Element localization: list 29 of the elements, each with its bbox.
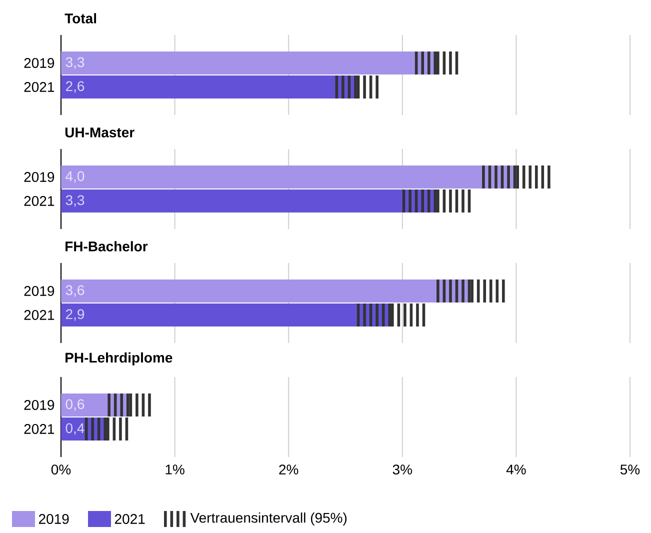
y-tick-label: 2019	[24, 58, 54, 68]
data-label: 3,6	[66, 285, 84, 297]
chart-title: FH-Bachelor	[66, 241, 148, 252]
x-tick-label: 5%	[620, 464, 640, 474]
text: Vertrauensintervall (95%)	[190, 512, 347, 526]
data-label: 2,9	[66, 309, 84, 321]
data-label: 0,6	[66, 399, 84, 411]
y-tick-label: 2019	[24, 286, 54, 296]
legend-label: 2019	[38, 514, 69, 524]
y-tick-label: 2019	[24, 400, 54, 410]
y-tick-label: 2021	[24, 424, 54, 434]
data-label: 3,3	[66, 57, 84, 69]
x-tick-label: 2%	[279, 464, 298, 474]
chart-title: PH-Lehrdiplome	[66, 352, 172, 366]
data-label: 3,3	[66, 195, 84, 207]
data-label: 0,4	[66, 423, 84, 435]
data-label: 4,0	[66, 171, 84, 183]
y-tick-label: 2019	[24, 172, 54, 182]
x-tick-label: 1%	[166, 464, 184, 474]
chart-title: Total	[64, 13, 96, 24]
data-label: 2,6	[66, 81, 84, 93]
legend-label: 2021	[114, 514, 145, 524]
y-tick-label: 2021	[24, 310, 54, 320]
x-tick-label: 3%	[392, 464, 412, 475]
y-tick-label: 2021	[24, 82, 54, 92]
chart-title: UH-Master	[65, 128, 134, 138]
x-tick-label: 4%	[506, 464, 526, 474]
x-tick-label: 0%	[51, 464, 71, 475]
y-tick-label: 2021	[24, 196, 54, 206]
